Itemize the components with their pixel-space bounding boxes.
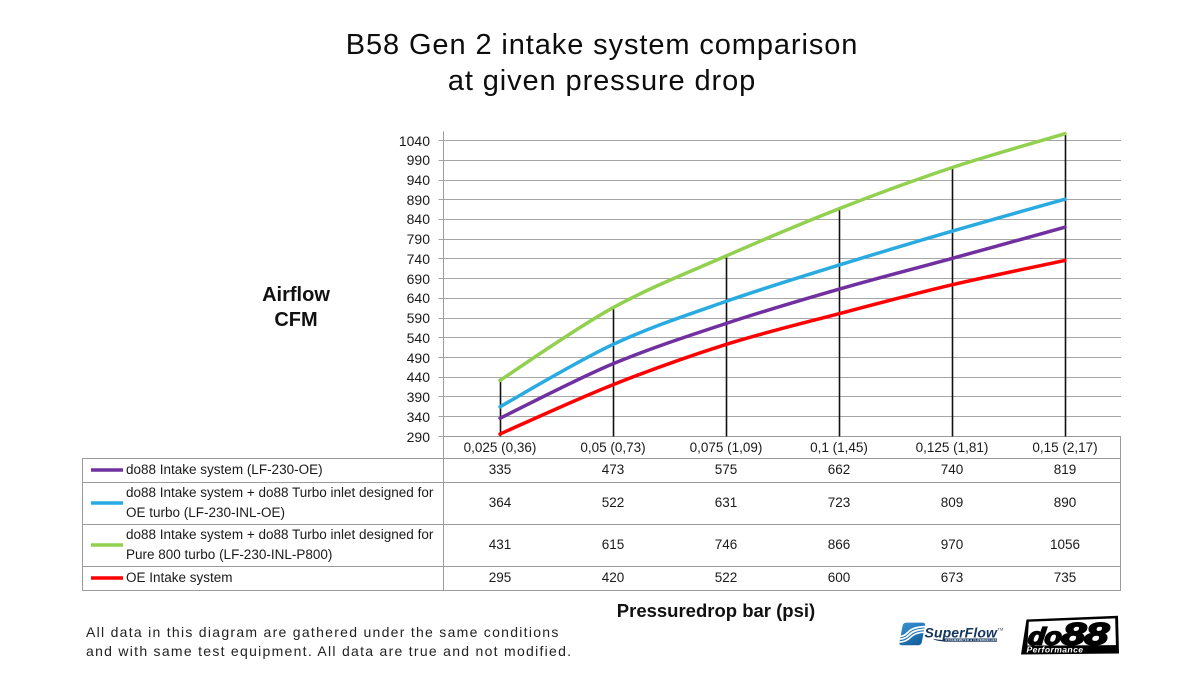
svg-text:88: 88 <box>1060 617 1111 652</box>
svg-text:TM: TM <box>998 627 1004 632</box>
svg-text:DYNAMOMETER & FLOWBENCHES: DYNAMOMETER & FLOWBENCHES <box>946 639 997 642</box>
svg-text:do: do <box>1027 623 1063 650</box>
svg-text:Performance: Performance <box>1027 644 1084 654</box>
svg-text:SuperFlow: SuperFlow <box>925 624 998 640</box>
